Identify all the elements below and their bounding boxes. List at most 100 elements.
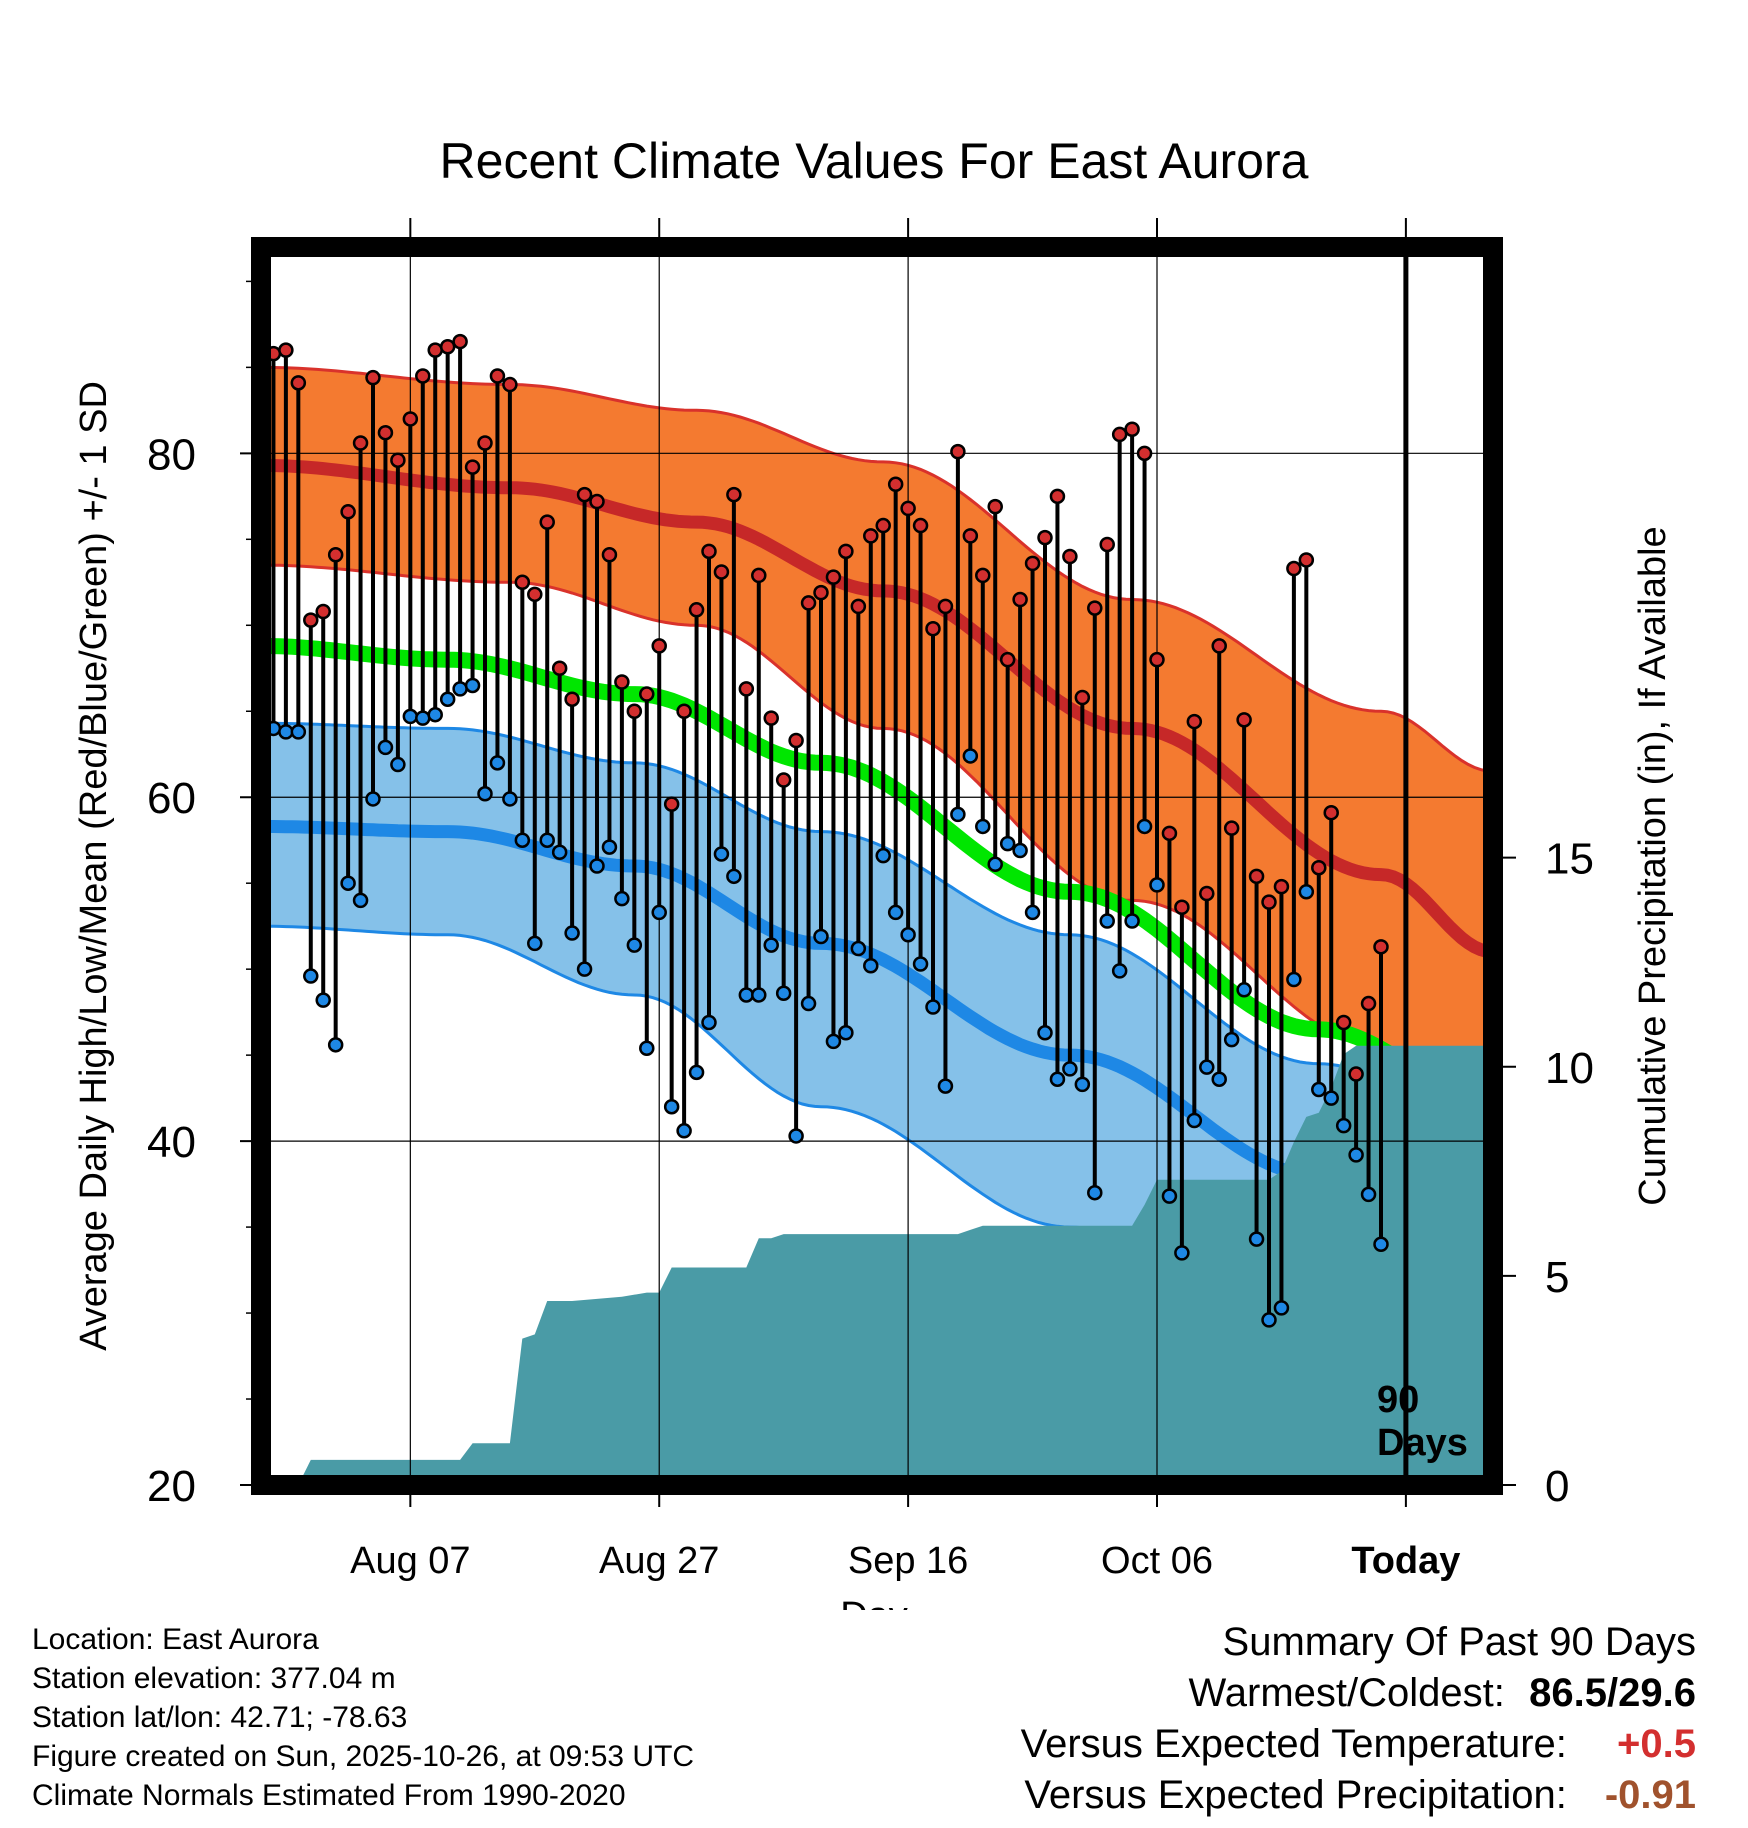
high-temp-point <box>1024 555 1041 572</box>
low-temp-point <box>825 1033 842 1050</box>
high-temp-point <box>502 376 518 393</box>
low-temp-point <box>1174 1245 1190 1261</box>
normal-high-lower-edge <box>261 563 1494 1126</box>
plot-frame <box>251 237 1503 1495</box>
low-temp-point <box>1012 842 1028 859</box>
high-temp-point <box>999 651 1016 668</box>
high-temp-point <box>1298 552 1315 568</box>
normal-mean-line <box>261 637 1494 1107</box>
low-temp-point <box>887 904 904 921</box>
low-temp-point <box>1111 963 1128 979</box>
high-temp-point <box>738 681 755 697</box>
window-label-days: Days <box>1377 1422 1468 1464</box>
axes-layer: 20 40 60 80 0 5 10 15 Aug 07 Aug 27 Sep 16 Oct 06 To… <box>147 218 1594 1582</box>
high-temp-point <box>589 493 605 510</box>
high-temp-point <box>875 517 891 534</box>
low-temp-point <box>925 999 941 1015</box>
precip-anomaly-label: Versus Expected Precipitation: <box>1024 1773 1567 1817</box>
low-temp-point <box>315 992 331 1008</box>
low-temp-point <box>1286 971 1302 988</box>
high-temp-point <box>726 486 742 503</box>
low-temp-point <box>303 968 319 984</box>
high-temp-point <box>1199 885 1215 902</box>
high-temp-point <box>775 772 792 788</box>
low-temp-point <box>1124 913 1140 929</box>
low-temp-point <box>1186 1112 1203 1129</box>
low-temp-point <box>402 708 419 725</box>
high-temp-point <box>663 796 680 812</box>
low-temp-point <box>527 935 543 952</box>
low-temp-point <box>576 961 593 977</box>
y2-axis-label: Cumulative Precipitation (in), If Availa… <box>1632 526 1674 1205</box>
low-temp-point <box>850 940 867 957</box>
high-temp-point <box>688 602 705 618</box>
high-temp-point <box>850 598 867 615</box>
high-temp-point <box>352 435 369 451</box>
high-temp-point <box>1037 529 1053 546</box>
low-temp-point <box>639 1040 655 1057</box>
low-temp-point <box>601 839 618 855</box>
low-temp-point <box>763 937 779 953</box>
high-temp-point <box>863 528 879 544</box>
high-temp-point <box>327 547 344 563</box>
y-tick-label: 80 <box>147 430 196 479</box>
y-tick-label: 40 <box>147 1118 196 1167</box>
low-temp-point <box>863 957 879 974</box>
figure-created: Figure created on Sun, 2025-10-26, at 09… <box>32 1740 695 1773</box>
low-temp-point <box>1211 1071 1227 1087</box>
low-temp-point <box>427 706 443 723</box>
low-temp-point <box>1161 1188 1178 1204</box>
high-temp-point <box>651 638 667 654</box>
normal-high-upper-edge <box>261 365 1494 773</box>
low-temp-point <box>352 892 369 909</box>
high-temp-point <box>1311 859 1327 876</box>
low-temp-point <box>365 791 381 807</box>
normal-high-band <box>261 367 1493 1124</box>
precipitation-layer <box>261 1045 1493 1485</box>
low-temp-point <box>775 985 792 1001</box>
high-temp-point <box>527 586 543 603</box>
summary-temp-row: Versus Expected Temperature: +0.5 <box>1021 1719 1696 1770</box>
high-temp-point <box>315 603 331 620</box>
low-temp-point <box>514 832 531 848</box>
low-temp-point <box>340 875 356 891</box>
low-temp-point <box>676 1123 692 1139</box>
summary-precip-row: Versus Expected Precipitation: -0.91 <box>1021 1770 1696 1821</box>
low-temp-point <box>439 691 456 707</box>
high-temp-point <box>514 574 531 591</box>
station-location: Location: East Aurora <box>32 1623 319 1656</box>
summary-panel: Summary Of Past 90 Days Warmest/Coldest:… <box>1021 1617 1696 1821</box>
high-temp-point <box>576 486 593 503</box>
high-temp-point <box>539 514 555 530</box>
high-temp-point <box>377 424 394 441</box>
climate-normals-note: Climate Normals Estimated From 1990-2020 <box>32 1779 626 1812</box>
low-temp-point <box>713 846 730 862</box>
high-temp-point <box>439 338 456 355</box>
low-temp-point <box>900 927 916 943</box>
x-tick-label: Oct 06 <box>1101 1540 1213 1582</box>
high-temp-point <box>1186 713 1203 730</box>
high-temp-point <box>950 443 966 460</box>
high-temp-point <box>1211 638 1227 654</box>
high-temp-point <box>365 369 381 386</box>
low-temp-point <box>962 748 979 764</box>
low-temp-point <box>1335 1117 1352 1134</box>
high-temp-point <box>415 368 431 384</box>
high-temp-point <box>639 686 655 702</box>
low-temp-point <box>489 755 506 771</box>
low-temp-point <box>539 832 555 848</box>
low-temp-point <box>1248 1231 1265 1247</box>
x-tick-label: Sep 16 <box>848 1540 968 1582</box>
high-temp-point <box>1174 899 1190 916</box>
low-temp-point <box>688 1064 705 1081</box>
low-temp-point <box>651 904 667 921</box>
high-temp-point <box>962 528 979 544</box>
high-temp-point <box>1149 651 1165 668</box>
summary-warm-cold-row: Warmest/Coldest: 86.5/29.6 <box>1021 1668 1697 1719</box>
x-axis-label: Day <box>840 1595 908 1610</box>
high-temp-point <box>838 543 854 560</box>
low-temp-point <box>502 791 518 807</box>
temp-anomaly-value: +0.5 <box>1617 1722 1696 1766</box>
low-temp-point <box>1024 904 1041 921</box>
high-temp-point <box>813 584 829 601</box>
